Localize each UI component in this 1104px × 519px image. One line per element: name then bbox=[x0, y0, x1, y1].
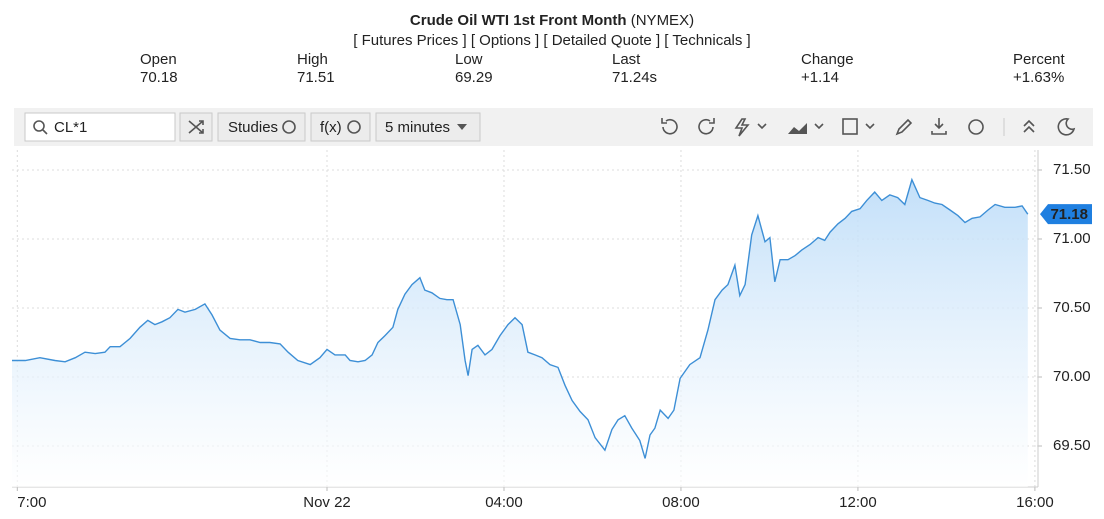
settings[interactable] bbox=[968, 119, 984, 135]
x-tick-label: 16:00 bbox=[1016, 494, 1054, 511]
links: [ Futures Prices ] [ Options ] [ Detaile… bbox=[353, 32, 750, 49]
redo[interactable] bbox=[698, 118, 715, 135]
toolbar-icons bbox=[661, 118, 1076, 137]
quote-value: 70.18 bbox=[140, 69, 178, 86]
last-price-label: 71.18 bbox=[1050, 206, 1088, 223]
download[interactable] bbox=[931, 118, 947, 135]
quote-value: 69.29 bbox=[455, 69, 493, 86]
events[interactable] bbox=[734, 118, 750, 137]
y-tick-label: 70.00 bbox=[1053, 368, 1091, 385]
y-tick-label: 70.50 bbox=[1053, 299, 1091, 316]
symbol-search[interactable] bbox=[24, 112, 176, 142]
toolbar bbox=[14, 108, 1093, 146]
quote-label: Open bbox=[140, 51, 177, 68]
quote-label: Percent bbox=[1013, 51, 1066, 68]
chart: 69.50 70.00 70.50 71.00 71.50 7:00 Nov 22 04:00… bbox=[12, 150, 1092, 511]
quote-value: 71.24s bbox=[612, 69, 657, 86]
plus-icon bbox=[282, 120, 296, 134]
x-tick-label: 12:00 bbox=[839, 494, 877, 511]
link[interactable]: [ Options ] bbox=[471, 32, 539, 49]
quote-value: +1.63% bbox=[1013, 69, 1064, 86]
quote-value: 71.51 bbox=[297, 69, 335, 86]
x-tick-label: 04:00 bbox=[485, 494, 523, 511]
link[interactable]: [ Futures Prices ] bbox=[353, 32, 466, 49]
interval: 5 minutes bbox=[385, 119, 450, 136]
studies: Studies bbox=[228, 119, 278, 136]
x-tick-label: Nov 22 bbox=[303, 494, 351, 511]
compare-icon bbox=[188, 120, 204, 134]
exchange: (NYMEX) bbox=[631, 12, 694, 29]
collapse[interactable] bbox=[1023, 119, 1035, 133]
quote-label: High bbox=[297, 51, 328, 68]
x-tick-label: 08:00 bbox=[662, 494, 700, 511]
quote-value: +1.14 bbox=[801, 69, 839, 86]
x-tick-label: 7:00 bbox=[17, 494, 46, 511]
symbol: CL*1 bbox=[54, 119, 87, 136]
area bbox=[12, 179, 1028, 487]
undo[interactable] bbox=[661, 118, 678, 135]
studies-button[interactable] bbox=[217, 112, 306, 142]
y-tick-label: 71.50 bbox=[1053, 161, 1091, 178]
link[interactable]: [ Technicals ] bbox=[664, 32, 750, 49]
dropdown-arrows bbox=[757, 123, 875, 130]
quote-label: Last bbox=[612, 51, 641, 68]
title: Crude Oil WTI 1st Front Month (NYMEX) bbox=[410, 12, 694, 29]
link[interactable]: [ Detailed Quote ] bbox=[543, 32, 660, 49]
chart-type[interactable] bbox=[788, 123, 807, 134]
title-name: Crude Oil WTI 1st Front Month bbox=[410, 12, 627, 29]
layout[interactable] bbox=[842, 118, 858, 135]
price-line bbox=[12, 177, 1029, 459]
quote-label: Low bbox=[455, 51, 483, 68]
dark-mode[interactable] bbox=[1057, 118, 1076, 136]
search-icon bbox=[42, 129, 48, 135]
draw[interactable] bbox=[895, 118, 913, 136]
last-price-tag bbox=[1040, 204, 1092, 225]
dropdown-arrow bbox=[457, 124, 467, 130]
fx: f(x) bbox=[320, 119, 342, 136]
search-icon bbox=[33, 120, 45, 132]
y-tick-label: 69.50 bbox=[1053, 437, 1091, 454]
quote-label: Change bbox=[801, 51, 854, 68]
y-tick-label: 71.00 bbox=[1053, 230, 1091, 247]
plus-icon bbox=[347, 120, 361, 134]
